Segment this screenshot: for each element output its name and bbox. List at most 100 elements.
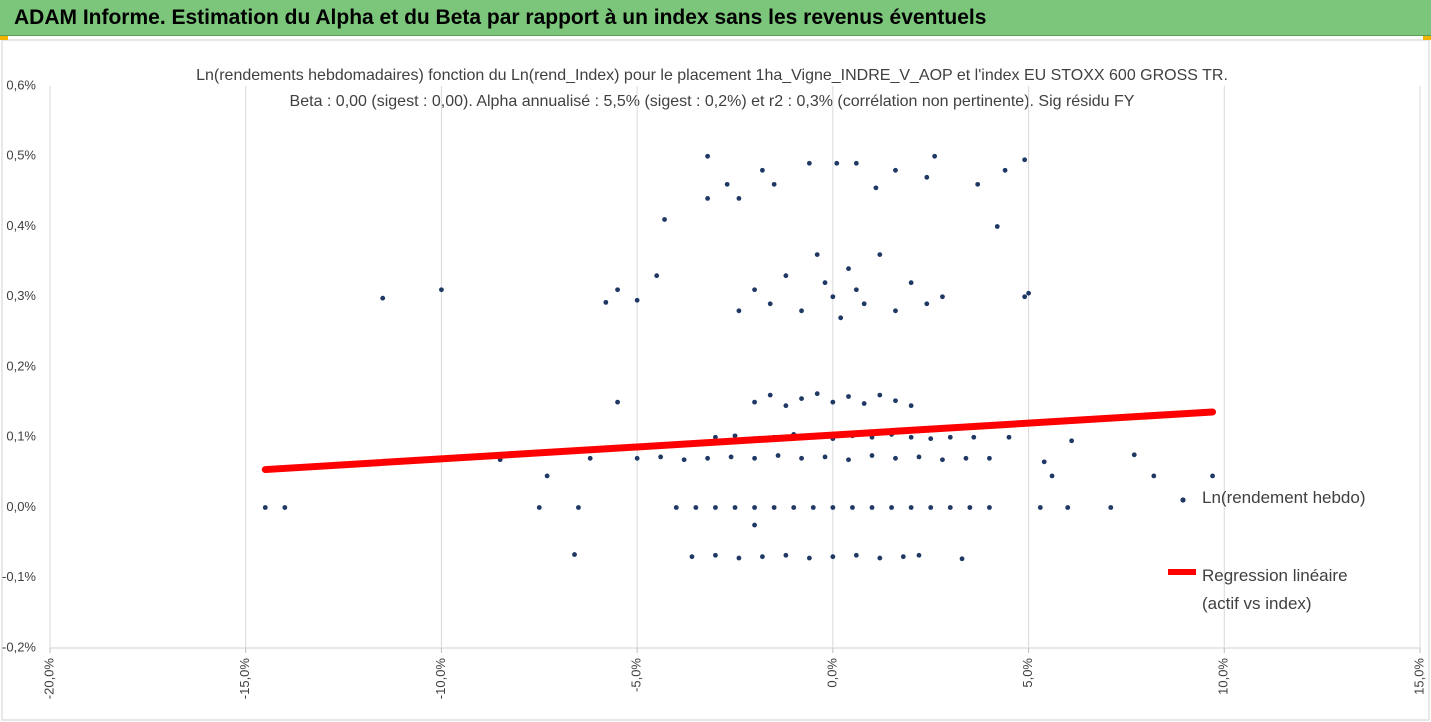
x-tick-label: -5,0%	[629, 658, 644, 692]
x-tick-label: -10,0%	[433, 658, 448, 700]
point	[736, 196, 742, 201]
point	[1151, 473, 1157, 479]
point	[615, 399, 620, 405]
point	[838, 315, 844, 321]
point	[673, 505, 679, 510]
point	[767, 301, 773, 307]
point	[947, 505, 953, 510]
point	[783, 552, 789, 558]
point	[783, 273, 789, 279]
point	[771, 505, 777, 510]
point	[916, 552, 922, 558]
point	[908, 280, 914, 286]
point	[814, 391, 820, 397]
point	[924, 174, 930, 180]
point	[752, 399, 757, 405]
regression-line	[261, 408, 1217, 474]
point	[654, 273, 660, 279]
point	[822, 280, 828, 286]
point	[603, 299, 609, 305]
point	[576, 505, 581, 510]
point	[536, 505, 542, 510]
point	[806, 160, 812, 166]
point	[572, 552, 577, 557]
banner: ADAM Informe. Estimation du Alpha et du …	[0, 0, 1431, 36]
point	[987, 455, 992, 461]
point	[713, 552, 718, 558]
point	[822, 454, 828, 460]
x-tick-label: 5,0%	[1020, 658, 1035, 688]
point	[728, 454, 734, 460]
corner	[0, 36, 8, 40]
point	[736, 308, 742, 314]
point	[634, 297, 640, 303]
point	[760, 554, 765, 560]
point	[681, 457, 687, 463]
point	[932, 153, 938, 159]
point	[877, 555, 883, 561]
y-tick-label: -0,2%	[2, 639, 36, 654]
point	[834, 160, 840, 166]
point	[908, 505, 914, 510]
point	[1022, 294, 1028, 300]
point	[799, 455, 804, 461]
point	[947, 434, 953, 440]
point	[928, 505, 934, 510]
point	[752, 522, 757, 528]
point	[916, 454, 922, 460]
y-tick-label: 0,3%	[6, 288, 36, 303]
y-tick-label: 0,2%	[6, 358, 36, 373]
point	[775, 453, 781, 458]
chart-subtitle: Beta : 0,00 (sigest : 0,00). Alpha annua…	[290, 93, 1135, 110]
point	[752, 505, 757, 510]
point	[1049, 473, 1055, 479]
point	[810, 505, 816, 510]
point	[771, 181, 777, 187]
point	[1002, 167, 1008, 173]
point	[1069, 438, 1075, 444]
point	[830, 399, 836, 405]
point	[799, 396, 804, 402]
point	[806, 555, 812, 561]
point	[1041, 459, 1047, 465]
point	[658, 454, 664, 460]
point	[908, 403, 914, 409]
point	[940, 457, 945, 463]
point	[850, 505, 855, 510]
corner	[1423, 36, 1431, 40]
point	[853, 160, 859, 166]
point	[994, 224, 1000, 229]
point	[634, 455, 640, 461]
point	[587, 455, 593, 461]
point	[760, 167, 765, 173]
point	[799, 308, 804, 314]
point	[783, 403, 789, 409]
point	[1108, 505, 1114, 510]
x-tick-label: 15,0%	[1411, 658, 1426, 695]
point	[928, 436, 934, 442]
point	[877, 252, 883, 257]
point	[713, 434, 718, 440]
y-tick-label: 0,5%	[6, 148, 36, 163]
point	[705, 153, 710, 159]
point	[924, 301, 930, 307]
point	[893, 167, 898, 173]
point	[830, 505, 836, 510]
point	[752, 455, 757, 461]
point	[853, 287, 859, 293]
point	[893, 455, 898, 461]
point	[1037, 505, 1043, 510]
point	[971, 434, 977, 440]
chart-title: Ln(rendements hebdomadaires) fonction du…	[196, 67, 1228, 84]
point	[736, 555, 742, 561]
point	[662, 217, 667, 222]
point	[1065, 505, 1071, 510]
point	[830, 294, 836, 300]
point	[846, 266, 851, 272]
point	[846, 457, 851, 463]
point	[282, 505, 288, 510]
point	[767, 392, 773, 398]
legend-label: Regression linéaire (actif vs index)	[1202, 566, 1348, 613]
point	[873, 185, 879, 191]
